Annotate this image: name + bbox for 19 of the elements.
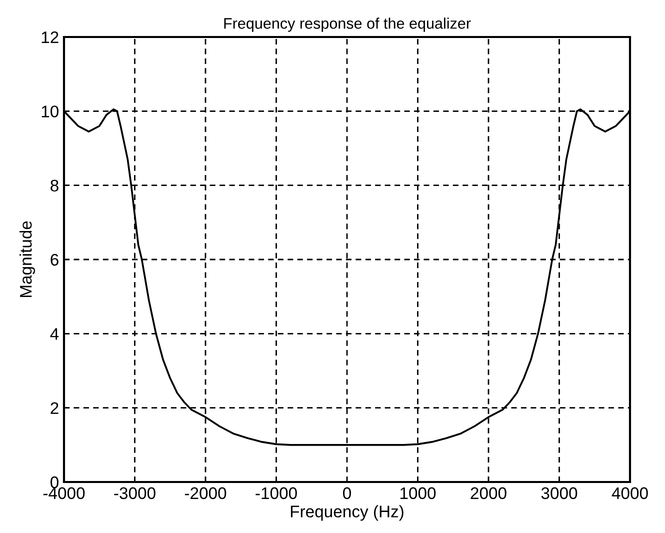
y-tick-label: 0 [50,476,58,488]
y-tick-label: 8 [50,180,58,192]
x-tick-label: 4000 [612,487,648,500]
x-tick-label: -3000 [114,487,156,500]
x-tick-label: 2000 [470,487,506,500]
x-axis-title: Frequency (Hz) [290,505,404,521]
x-tick-label: 3000 [541,487,578,500]
y-tick-label: 12 [42,31,58,44]
y-tick-label: 10 [42,106,58,118]
x-tick-label: -4000 [43,487,85,500]
x-tick-label: 0 [343,487,351,500]
x-tick-label: -1000 [256,487,297,500]
chart-title: Frequency response of the equalizer [224,18,471,32]
x-tick-label: -2000 [184,487,226,500]
y-tick-label: 2 [50,402,58,414]
y-axis-title: Magnitude [20,221,36,298]
y-tick-label: 4 [50,328,59,340]
x-tick-label: 1000 [400,487,436,500]
y-tick-label: 6 [50,254,58,266]
